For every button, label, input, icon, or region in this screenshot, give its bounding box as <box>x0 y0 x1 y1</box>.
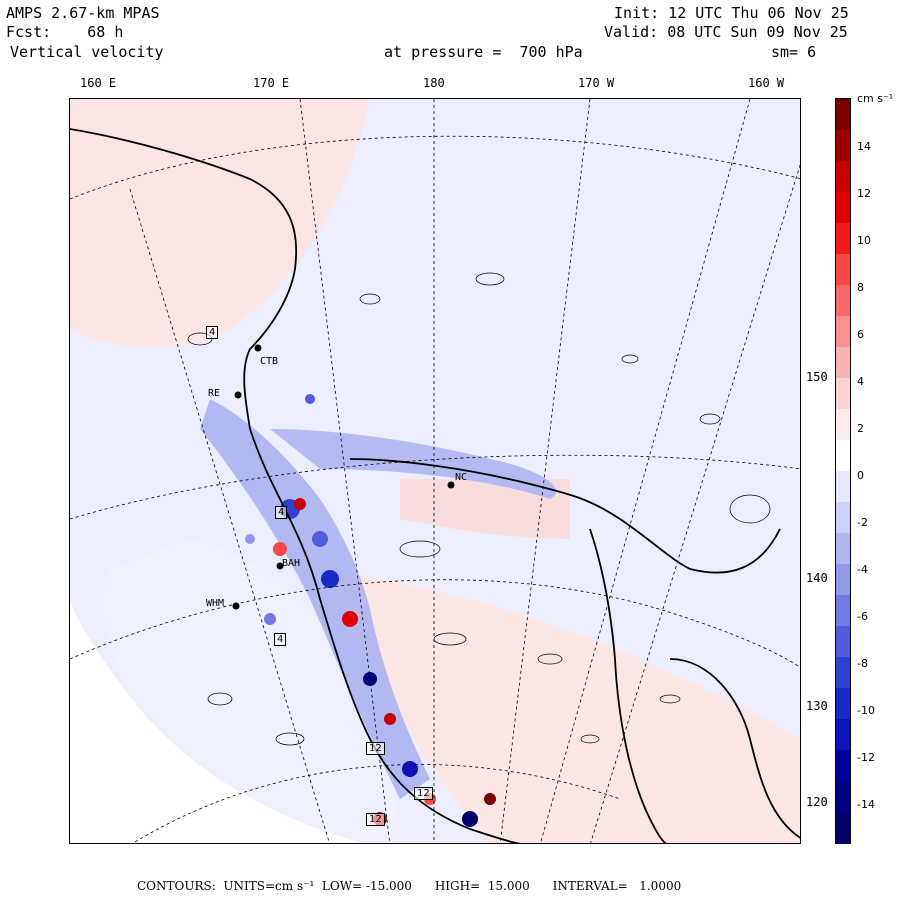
colorbar-tick-label: 10 <box>857 234 871 247</box>
extreme-value-box: 4 <box>275 506 288 519</box>
station-label-ctb: CTB <box>260 356 279 367</box>
intense-cores <box>245 394 496 827</box>
station-label-bah: BAH <box>282 558 301 569</box>
colorbar-tick-label: 0 <box>857 469 864 482</box>
coastline <box>70 128 800 843</box>
init-time: Init: 12 UTC Thu 06 Nov 25 <box>614 4 849 22</box>
colorbar-segment <box>836 130 850 162</box>
colorbar-tick-label: 14 <box>857 140 871 153</box>
station-label-re: RE <box>208 388 221 399</box>
lat-label-140w: 140 W <box>806 571 843 585</box>
colorbar-tick-label: -14 <box>857 798 875 811</box>
colorbar-segment <box>836 812 850 844</box>
lon-label-160w: 160 W <box>748 76 785 90</box>
colorbar-segment <box>836 316 850 348</box>
graticule <box>70 99 800 843</box>
colorbar-segment <box>836 223 850 255</box>
extreme-value-box: 12 <box>366 813 385 826</box>
colorbar-segment <box>836 688 850 720</box>
colorbar-segment <box>836 657 850 689</box>
station-markers <box>232 344 455 610</box>
colorbar-segment <box>836 254 850 286</box>
contour-info: CONTOURS: UNITS=cm s⁻¹ LOW= -15.000 HIGH… <box>137 879 682 893</box>
pressure-level: at pressure = 700 hPa <box>384 43 583 61</box>
colorbar-tick-label: 6 <box>857 328 864 341</box>
colorbar-tick-label: 4 <box>857 375 864 388</box>
colorbar-segment <box>836 192 850 224</box>
colorbar-tick-label: -2 <box>857 516 868 529</box>
field-name: Vertical velocity <box>10 43 164 61</box>
colorbar-segment <box>836 378 850 410</box>
colorbar-segment <box>836 533 850 565</box>
forecast-hour: Fcst: 68 h <box>6 23 124 41</box>
colorbar-segment <box>836 781 850 813</box>
smoothing: sm= 6 <box>771 43 817 61</box>
colorbar-segment <box>836 440 850 472</box>
colorbar-unit: cm s⁻¹ <box>857 92 894 105</box>
colorbar-segment <box>836 719 850 751</box>
colorbar-tick-label: -12 <box>857 751 875 764</box>
colorbar-tick-label: -6 <box>857 610 868 623</box>
lon-label-180: 180 <box>423 76 445 90</box>
colorbar-segment <box>836 347 850 379</box>
station-label-whm: WHM <box>206 598 225 609</box>
colorbar-tick-label: -10 <box>857 704 875 717</box>
extreme-value-box: 12 <box>414 787 433 800</box>
lat-label-130w: 130 W <box>806 699 843 713</box>
colorbar-segment <box>836 502 850 534</box>
colorbar <box>835 98 851 844</box>
vertical-velocity-map <box>70 99 800 843</box>
colorbar-segment <box>836 99 850 131</box>
lon-label-170e: 170 E <box>253 76 290 90</box>
lat-label-120w: 120 W <box>806 795 843 809</box>
colorbar-segment <box>836 750 850 782</box>
lon-label-170w: 170 W <box>578 76 615 90</box>
extreme-value-box: 12 <box>366 742 385 755</box>
colorbar-segment <box>836 285 850 317</box>
colorbar-tick-label: 2 <box>857 422 864 435</box>
colorbar-tick-label: -4 <box>857 563 868 576</box>
colorbar-segment <box>836 626 850 658</box>
colorbar-segment <box>836 409 850 441</box>
contours <box>187 272 771 746</box>
lon-label-160e: 160 E <box>80 76 117 90</box>
station-label-nc: NC <box>455 472 468 483</box>
colorbar-segment <box>836 595 850 627</box>
extreme-value-box: 4 <box>274 633 287 646</box>
lat-label-150w: 150 W <box>806 370 843 384</box>
colorbar-tick-label: -8 <box>857 657 868 670</box>
valid-time: Valid: 08 UTC Sun 09 Nov 25 <box>604 23 848 41</box>
model-title: AMPS 2.67-km MPAS <box>6 4 160 22</box>
extreme-value-box: 4 <box>206 326 219 339</box>
colorbar-segment <box>836 161 850 193</box>
colorbar-segment <box>836 471 850 503</box>
map-panel[interactable] <box>69 98 801 844</box>
colorbar-tick-label: 8 <box>857 281 864 294</box>
colorbar-segment <box>836 564 850 596</box>
colorbar-tick-label: 12 <box>857 187 871 200</box>
